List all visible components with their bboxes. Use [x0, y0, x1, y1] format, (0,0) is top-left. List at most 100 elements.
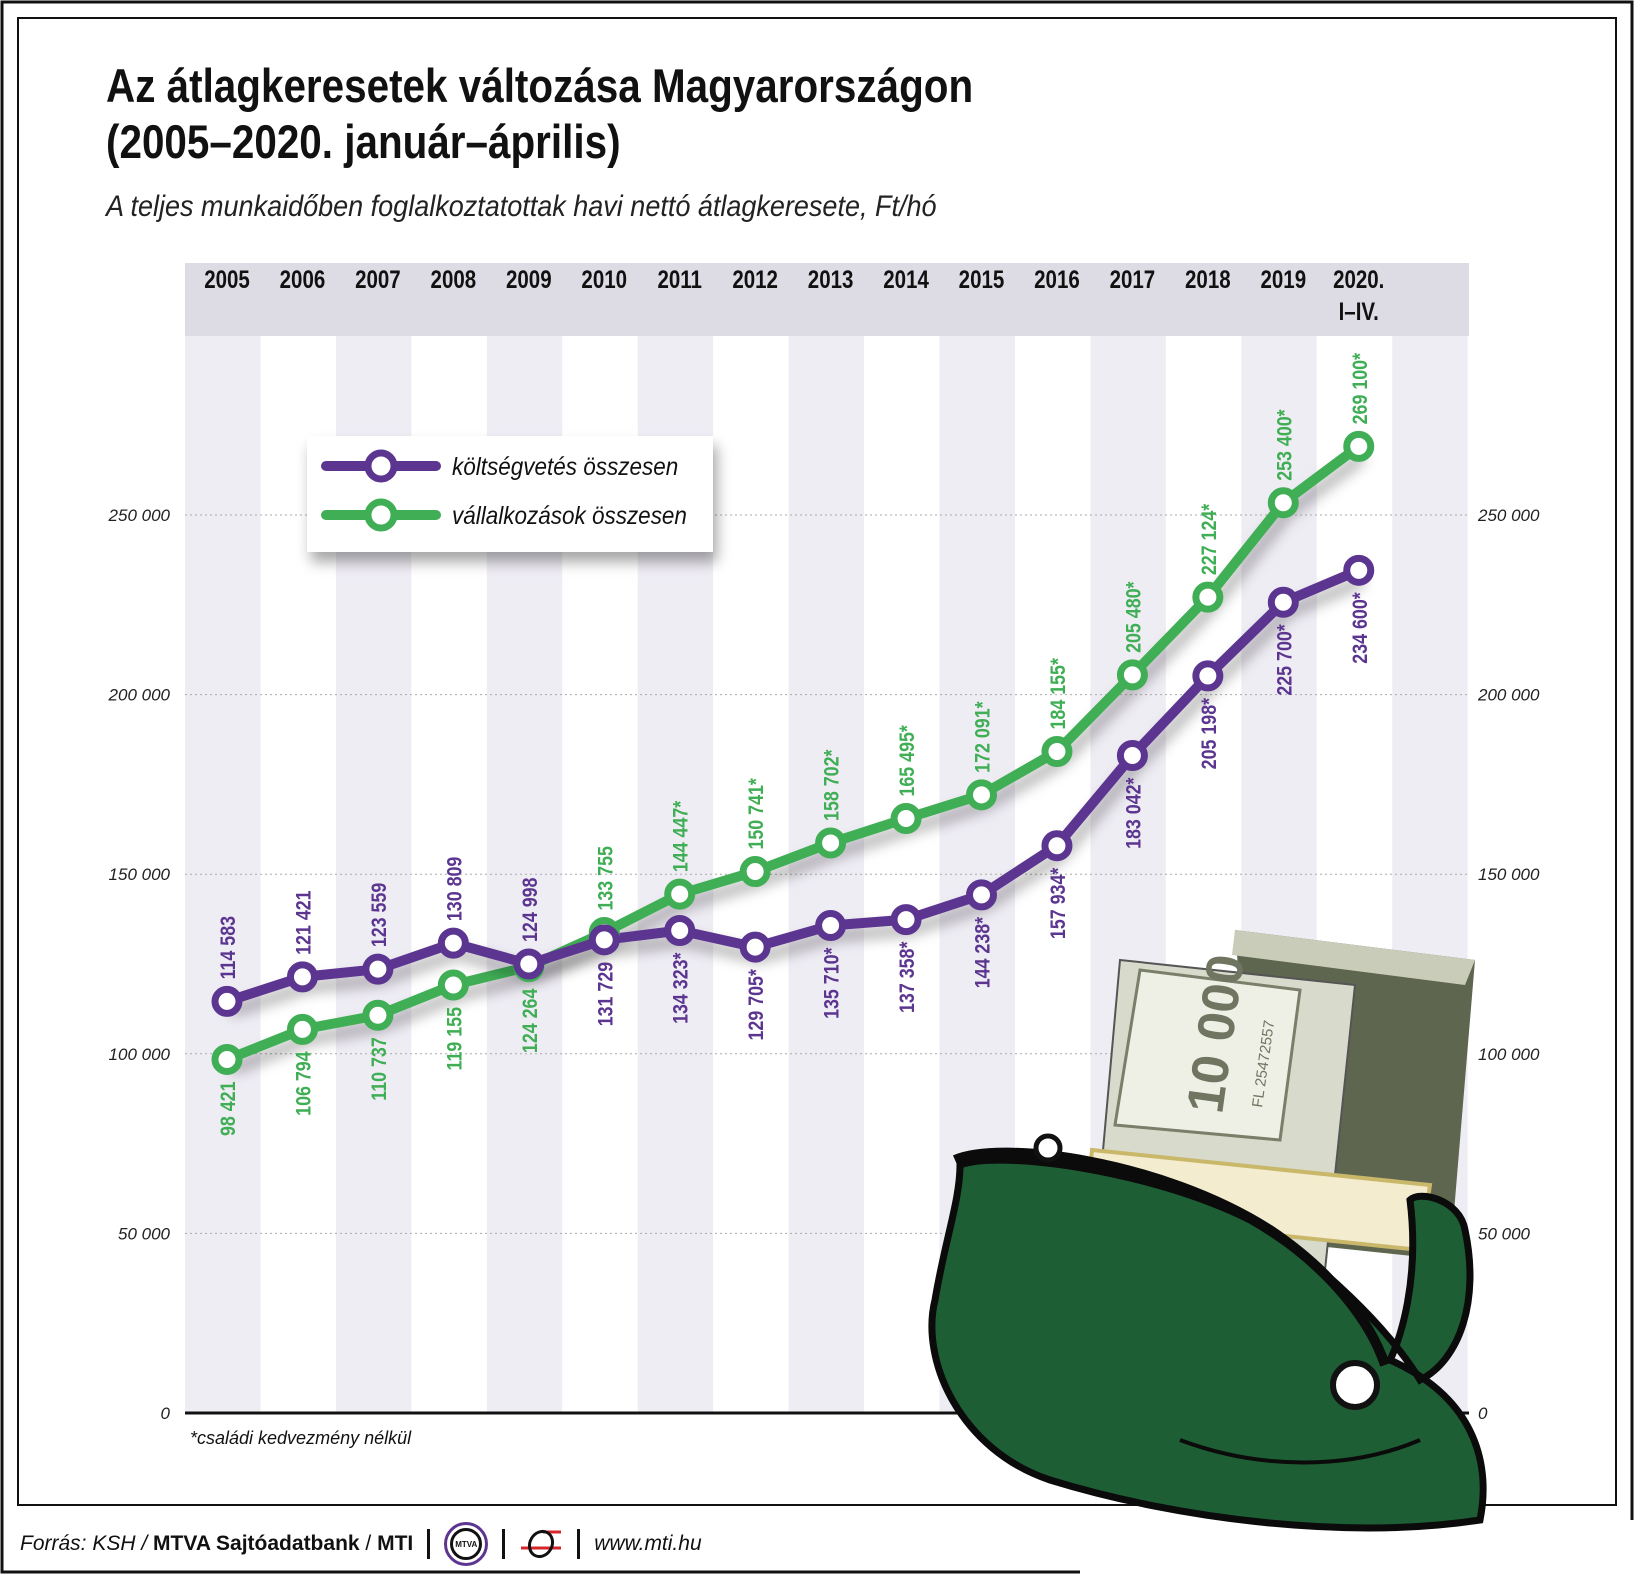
data-label: 119 155: [443, 1007, 467, 1071]
data-point: [437, 969, 469, 1001]
x-tick-label: 2017: [1110, 265, 1156, 293]
data-point: [211, 1043, 243, 1075]
data-label: 98 421: [217, 1081, 241, 1136]
data-label: 184 155*: [1047, 658, 1071, 730]
website-link[interactable]: www.mti.hu: [594, 1532, 702, 1555]
data-label: 144 238*: [971, 917, 995, 989]
series-line: [225, 442, 1362, 1065]
data-label: 134 323*: [669, 952, 693, 1024]
data-point: [362, 999, 394, 1031]
y-tick-label-left: 0: [161, 1404, 171, 1423]
y-tick-label-left: 100 000: [109, 1045, 171, 1064]
year-header-band: [185, 263, 1469, 336]
x-tick-label: 2009: [506, 265, 552, 293]
data-point: [739, 931, 771, 963]
data-point: [286, 961, 318, 993]
data-point: [211, 985, 243, 1017]
x-tick-label: 2018: [1185, 265, 1231, 293]
legend: költségvetés összesen vállalkozások össze…: [307, 436, 713, 552]
x-tick-label: 2011: [657, 265, 702, 293]
x-tick-label: 2019: [1260, 265, 1306, 293]
data-label: 106 794: [292, 1051, 316, 1116]
data-label: 234 600*: [1348, 592, 1372, 664]
y-tick-label-left: 50 000: [118, 1224, 171, 1243]
data-label: 183 042*: [1122, 777, 1146, 849]
legend-label: költségvetés összesen: [452, 453, 678, 481]
data-point: [1267, 487, 1299, 519]
y-tick-label-right: 50 000: [1478, 1224, 1531, 1243]
data-label: 172 091*: [971, 701, 995, 773]
wallet-fold: [1179, 1438, 1421, 1465]
wallet-clasp: [952, 1147, 1390, 1367]
mtva-logo-icon: MTVA: [444, 1522, 489, 1566]
data-point: [815, 910, 847, 942]
x-tick-label: 2020.: [1333, 265, 1384, 293]
data-label: 131 729: [594, 962, 618, 1027]
data-label: 129 705*: [745, 969, 769, 1041]
y-tick-label-right: 200 000: [1477, 686, 1540, 705]
data-label: 269 100*: [1348, 353, 1372, 425]
x-tick-label: 2013: [808, 265, 854, 293]
subtitle: A teljes munkaidőben foglalkoztatottak h…: [106, 190, 937, 223]
y-tick-label-right: 0: [1478, 1404, 1488, 1423]
x-tick-label: 2005: [204, 265, 250, 293]
data-point: [890, 904, 922, 936]
data-label: 110 737: [368, 1037, 392, 1100]
footnote: *családi kedvezmény nélkül: [190, 1428, 412, 1448]
mti-logo-icon: [521, 1529, 562, 1559]
series-line: [225, 565, 1361, 1007]
x-tick-label: 2007: [355, 265, 401, 293]
legend-marker: [364, 449, 398, 483]
legend-label: vállalkozások összesen: [452, 502, 687, 530]
data-point: [664, 878, 696, 910]
x-tick-label: 2008: [431, 265, 477, 293]
data-point: [1192, 660, 1224, 692]
data-point: [815, 827, 847, 859]
x-tick-label: 2015: [959, 265, 1005, 293]
source: Forrás: KSH / MTVA Sajtóadatbank / MTI: [20, 1532, 413, 1556]
data-label: 123 559: [368, 883, 392, 948]
x-tick-label: 2016: [1034, 265, 1080, 293]
source-prefix: Forrás: KSH /: [20, 1532, 148, 1555]
data-point: [664, 915, 696, 947]
data-label: 165 495*: [896, 725, 920, 797]
data-point: [1041, 736, 1073, 768]
data-label: 121 421: [292, 890, 316, 955]
data-label: 205 480*: [1122, 581, 1146, 653]
banknote-top: [1232, 930, 1475, 985]
data-label: 225 700*: [1273, 624, 1297, 696]
data-point: [437, 927, 469, 959]
title-line-2: (2005–2020. január–április): [106, 115, 621, 168]
data-point: [890, 803, 922, 835]
x-tick-label: 2012: [732, 265, 778, 293]
data-point: [588, 924, 620, 956]
y-tick-label-right: 150 000: [1478, 865, 1540, 884]
data-point: [286, 1013, 318, 1045]
data-label: 150 741*: [745, 778, 769, 850]
y-tick-label-left: 200 000: [108, 686, 171, 705]
data-point: [966, 779, 997, 811]
data-label: 253 400*: [1273, 409, 1297, 481]
data-point: [739, 856, 771, 888]
y-tick-label-right: 100 000: [1478, 1045, 1540, 1064]
data-point: [966, 879, 997, 911]
x-tick-label: 2014: [883, 265, 929, 293]
divider: [427, 1529, 431, 1559]
wallet-clasp-knob: [1330, 1360, 1380, 1410]
data-label: 158 702*: [820, 749, 844, 821]
data-label: 133 755: [594, 846, 618, 911]
x-tick-label: 2010: [581, 265, 627, 293]
data-label: 114 583: [217, 916, 241, 980]
mtva-logo-text: MTVA: [450, 1528, 483, 1560]
y-tick-label-left: 150 000: [109, 865, 171, 884]
title-line-1: Az átlagkeresetek változása Magyarország…: [106, 59, 974, 112]
data-label: 130 809: [443, 857, 467, 922]
data-label: 157 934*: [1047, 867, 1071, 939]
data-point: [1116, 740, 1148, 772]
data-label: 205 198*: [1198, 698, 1222, 770]
source-mti: MTI: [377, 1532, 414, 1555]
legend-marker: [364, 498, 398, 532]
